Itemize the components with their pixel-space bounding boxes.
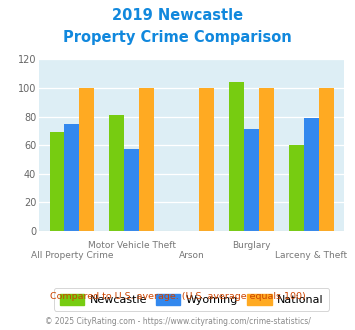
Bar [229,82,244,231]
Text: Arson: Arson [179,251,204,260]
Bar [65,124,80,231]
Text: All Property Crime: All Property Crime [31,251,113,260]
Bar [319,88,334,231]
Bar [199,88,214,231]
Text: Larceny & Theft: Larceny & Theft [275,251,348,260]
Bar [139,88,154,231]
Bar [304,118,319,231]
Bar [124,149,139,231]
Bar [109,115,124,231]
Bar [50,132,65,231]
Text: Compared to U.S. average. (U.S. average equals 100): Compared to U.S. average. (U.S. average … [50,292,305,301]
Text: Motor Vehicle Theft: Motor Vehicle Theft [88,241,176,250]
Text: Property Crime Comparison: Property Crime Comparison [63,30,292,45]
Text: Burglary: Burglary [232,241,271,250]
Legend: Newcastle, Wyoming, National: Newcastle, Wyoming, National [54,288,329,311]
Bar [259,88,274,231]
Text: 2019 Newcastle: 2019 Newcastle [112,8,243,23]
Bar [244,129,259,231]
Bar [80,88,94,231]
Bar [289,145,304,231]
Text: © 2025 CityRating.com - https://www.cityrating.com/crime-statistics/: © 2025 CityRating.com - https://www.city… [45,317,310,326]
